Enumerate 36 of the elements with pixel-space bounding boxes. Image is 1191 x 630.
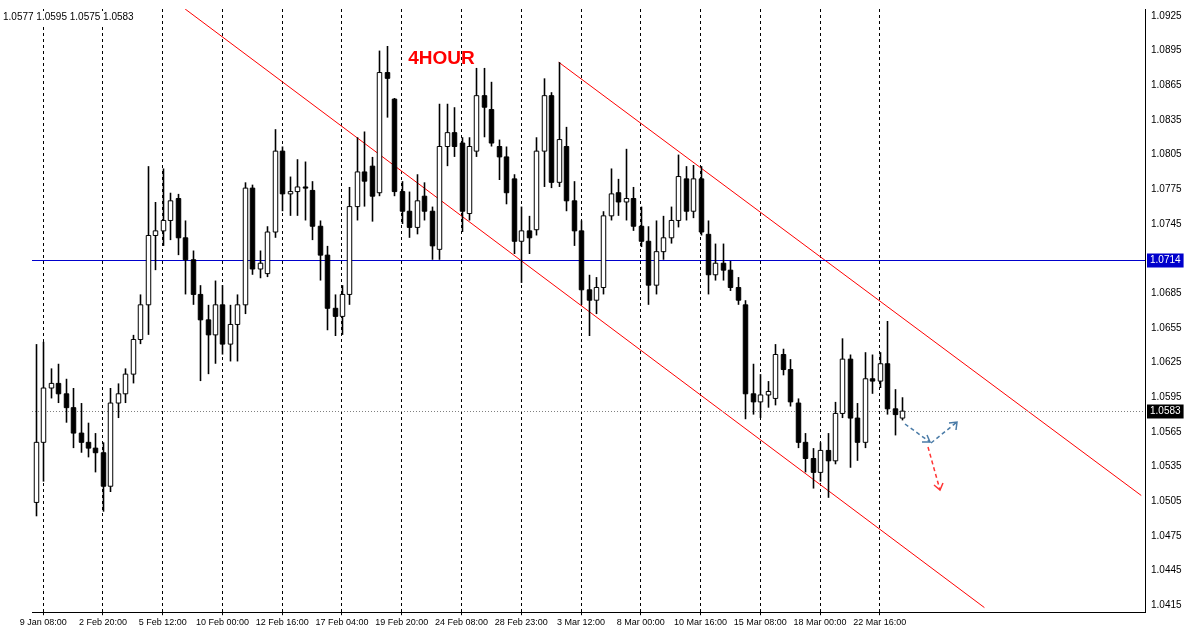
text: 4HOUR [408, 46, 475, 68]
annotation: 1.0577 1.0595 1.0575 1.0583 [3, 10, 135, 22]
x-tick-label: 18 Mar 00:00 [793, 617, 847, 628]
ref-line-label: 1.0583 [1150, 405, 1182, 417]
y-tick-label: 1.0625 [1151, 356, 1183, 368]
x-tick-label: 22 Mar 16:00 [853, 617, 907, 628]
y-tick-label: 1.0925 [1151, 9, 1183, 21]
x-tick-label: 15 Mar 08:00 [733, 617, 787, 628]
x-tick-label: 8 Mar 00:00 [616, 617, 665, 628]
x-tick-label: 5 Feb 12:00 [138, 617, 187, 628]
y-tick-label: 1.0745 [1151, 217, 1183, 229]
y-tick-label: 1.0475 [1151, 529, 1183, 541]
y-tick-label: 1.0685 [1151, 287, 1183, 299]
y-tick-label: 1.0835 [1151, 113, 1183, 125]
y-tick-label: 1.0775 [1151, 183, 1183, 195]
x-tick-label: 19 Feb 20:00 [375, 617, 429, 628]
x-tick-label: 10 Mar 16:00 [674, 617, 728, 628]
x-tick-label: 17 Feb 04:00 [315, 617, 369, 628]
x-tick-label: 12 Feb 16:00 [255, 617, 309, 628]
y-tick-label: 1.0865 [1151, 79, 1183, 91]
y-tick-label: 1.0505 [1151, 495, 1183, 507]
y-tick-label: 1.0895 [1151, 44, 1183, 56]
x-tick-label: 28 Feb 23:00 [494, 617, 548, 628]
y-tick-label: 1.0535 [1151, 460, 1183, 472]
x-tick-label: 3 Mar 12:00 [557, 617, 606, 628]
x-tick-label: 9 Jan 08:00 [19, 617, 67, 628]
ref-line-label: 1.0714 [1150, 254, 1182, 266]
y-tick-label: 1.0565 [1151, 425, 1183, 437]
y-tick-label: 1.0805 [1151, 148, 1183, 160]
x-tick-label: 24 Feb 08:00 [434, 617, 489, 628]
y-tick-label: 1.0445 [1151, 564, 1183, 576]
x-tick-label: 10 Feb 00:00 [195, 617, 249, 628]
y-tick-label: 1.0415 [1151, 599, 1183, 611]
y-tick-label: 1.0655 [1151, 321, 1183, 333]
y-tick-label: 1.0595 [1151, 391, 1183, 403]
x-tick-label: 2 Feb 20:00 [78, 617, 127, 628]
